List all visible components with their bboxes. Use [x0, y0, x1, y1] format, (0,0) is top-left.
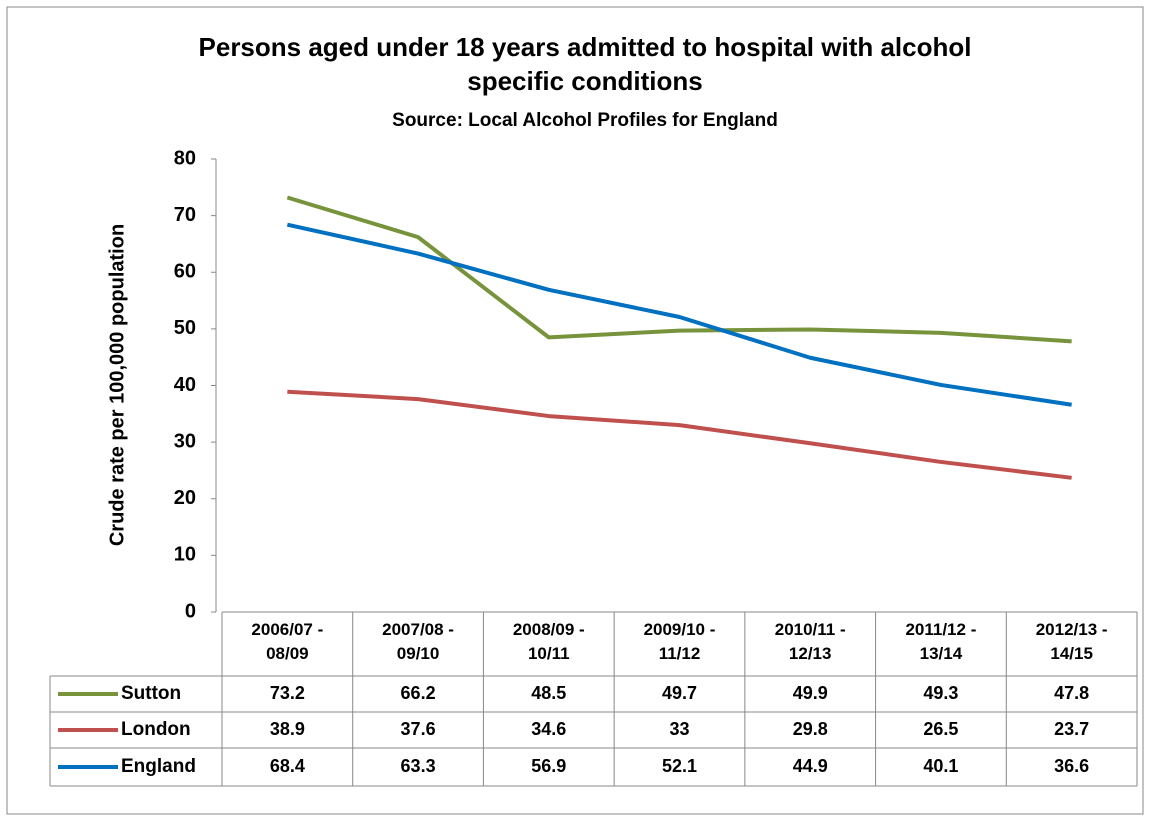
- table-value: 49.9: [793, 683, 828, 703]
- series-line: [287, 389, 1072, 480]
- y-tick-label: 0: [185, 600, 196, 622]
- x-tick-label: 2007/08 - 09/10: [382, 620, 454, 663]
- legend-label: England: [121, 756, 196, 777]
- category-cell: 2008/09 - 10/11: [512, 620, 585, 663]
- table-value: 33: [669, 719, 689, 739]
- chart-frame: [6, 6, 1144, 815]
- chart-title: Persons aged under 18 years admitted to …: [198, 32, 972, 96]
- category-cell: 2006/07 - 08/09: [251, 620, 324, 663]
- y-tick-label: 10: [174, 544, 196, 566]
- x-tick-label: 2009/10 - 11/12: [643, 620, 716, 663]
- table-value: 48.5: [531, 683, 566, 703]
- table-value: 47.8: [1054, 683, 1089, 703]
- y-axis-label: Crude rate per 100,000 population: [106, 224, 128, 546]
- y-tick-label: 50: [174, 317, 196, 339]
- category-cell: 2011/12 - 13/14: [905, 620, 977, 663]
- table-value: 73.2: [270, 683, 305, 703]
- y-tick-label: 20: [174, 487, 196, 509]
- series-line: [286, 222, 1072, 407]
- x-tick-label: 2012/13 - 14/15: [1035, 620, 1108, 663]
- y-tick-label: 80: [174, 147, 196, 169]
- table-value: 38.9: [270, 719, 305, 739]
- table-value: 23.7: [1054, 719, 1089, 739]
- x-tick-label: 2006/07 - 08/09: [251, 620, 324, 663]
- table-value: 66.2: [401, 683, 436, 703]
- table-value: 26.5: [923, 719, 958, 739]
- x-tick-label: 2008/09 - 10/11: [512, 620, 585, 663]
- category-cell: 2007/08 - 09/10: [382, 620, 454, 663]
- table-value: 44.9: [793, 756, 828, 776]
- table-value: 52.1: [662, 756, 697, 776]
- table-value: 36.6: [1054, 756, 1089, 776]
- chart-subtitle: Source: Local Alcohol Profiles for Engla…: [392, 110, 778, 131]
- table-value: 49.7: [662, 683, 697, 703]
- title-box: Persons aged under 18 years admitted to …: [198, 32, 972, 96]
- table-value: 29.8: [793, 719, 828, 739]
- legend-label: Sutton: [121, 683, 181, 704]
- y-tick-label: 30: [174, 430, 196, 452]
- category-cell: 2012/13 - 14/15: [1035, 620, 1108, 663]
- table-value: 56.9: [531, 756, 566, 776]
- table-value: 40.1: [923, 756, 958, 776]
- y-tick-label: 70: [174, 204, 196, 226]
- legend-label: London: [121, 719, 191, 740]
- category-cell: 2009/10 - 11/12: [643, 620, 716, 663]
- table-value: 63.3: [401, 756, 436, 776]
- y-tick-label: 60: [174, 261, 196, 283]
- x-tick-label: 2011/12 - 13/14: [905, 620, 977, 663]
- x-tick-label: 2010/11 - 12/13: [774, 620, 846, 663]
- table-value: 37.6: [401, 719, 436, 739]
- y-tick-label: 40: [174, 374, 196, 396]
- table-value: 68.4: [270, 756, 305, 776]
- table-value: 49.3: [923, 683, 958, 703]
- category-cell: 2010/11 - 12/13: [774, 620, 846, 663]
- series-line: [286, 195, 1072, 344]
- table-value: 34.6: [531, 719, 566, 739]
